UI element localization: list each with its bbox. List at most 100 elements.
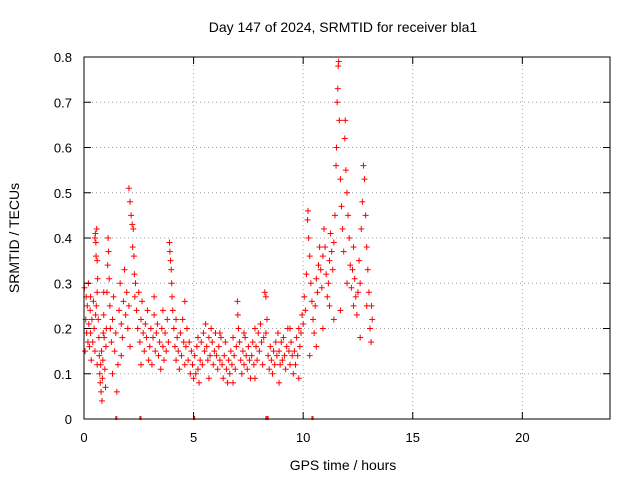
data-point (111, 348, 118, 355)
data-point (299, 311, 306, 318)
y-tick-label: 0.7 (54, 95, 72, 110)
data-point (99, 375, 106, 382)
data-point (194, 334, 201, 341)
data-point (236, 339, 243, 346)
data-point (256, 348, 263, 355)
data-point (174, 334, 181, 341)
data-point (325, 280, 332, 287)
data-point (367, 325, 374, 332)
data-point (164, 316, 171, 323)
data-point (94, 275, 101, 282)
data-point (181, 361, 188, 368)
data-point (242, 334, 249, 341)
data-point (293, 334, 300, 341)
data-point (109, 316, 116, 323)
data-point (322, 244, 329, 251)
data-point (95, 316, 102, 323)
data-point (102, 384, 109, 391)
data-point (350, 244, 357, 251)
data-point (173, 316, 180, 323)
data-point (91, 348, 98, 355)
data-point (338, 203, 345, 210)
data-point (124, 325, 131, 332)
data-point (105, 248, 112, 255)
data-point (358, 225, 365, 232)
data-point (93, 302, 100, 309)
data-point (356, 257, 363, 264)
data-point (190, 375, 197, 382)
grid-lines (84, 57, 610, 419)
data-point (239, 348, 246, 355)
data-point (234, 298, 241, 305)
x-tick-label: 15 (406, 430, 420, 445)
data-point (188, 348, 195, 355)
data-point (120, 298, 127, 305)
data-point (179, 316, 186, 323)
data-point (235, 325, 242, 332)
data-point (335, 58, 342, 65)
data-point (328, 248, 335, 255)
data-point (119, 334, 126, 341)
data-point (266, 366, 273, 373)
data-point (87, 293, 94, 300)
data-point (84, 302, 91, 309)
data-point (166, 239, 173, 246)
data-point (368, 339, 375, 346)
data-point (224, 379, 231, 386)
data-point (351, 275, 358, 282)
data-point (369, 316, 376, 323)
data-point (258, 339, 265, 346)
data-point (313, 275, 320, 282)
data-point (357, 334, 364, 341)
data-point (290, 370, 297, 377)
data-point (233, 343, 240, 350)
data-point (301, 293, 308, 300)
data-point (274, 330, 281, 337)
data-point (267, 343, 274, 350)
data-point (145, 357, 152, 364)
data-point (312, 302, 319, 309)
data-point (130, 225, 137, 232)
data-point (125, 302, 132, 309)
data-point (166, 248, 173, 255)
data-point (339, 225, 346, 232)
data-point (342, 167, 349, 174)
data-point (324, 293, 331, 300)
data-point (203, 343, 210, 350)
data-point (131, 271, 138, 278)
data-point (278, 339, 285, 346)
x-tick-label: 0 (80, 430, 87, 445)
data-point (153, 330, 160, 337)
data-point (127, 198, 134, 205)
data-point (176, 366, 183, 373)
data-point (223, 366, 230, 373)
data-point (82, 348, 89, 355)
data-point (304, 216, 311, 223)
data-point (261, 289, 268, 296)
data-point (230, 334, 237, 341)
data-point (87, 307, 94, 314)
data-point (151, 293, 158, 300)
data-point (340, 248, 347, 255)
data-point (136, 339, 143, 346)
data-point (180, 339, 187, 346)
data-point (280, 334, 287, 341)
y-tick-label: 0.1 (54, 367, 72, 382)
data-point (92, 311, 99, 318)
data-point (88, 357, 95, 364)
data-point (231, 352, 238, 359)
data-point (273, 352, 280, 359)
data-point (148, 361, 155, 368)
data-point (334, 85, 341, 92)
data-point (94, 361, 101, 368)
data-point (245, 343, 252, 350)
data-point (329, 266, 336, 273)
data-point (94, 257, 101, 264)
data-point (155, 352, 162, 359)
data-point (362, 212, 369, 219)
data-point (227, 348, 234, 355)
data-point (169, 307, 176, 314)
data-point (285, 348, 292, 355)
data-point (196, 379, 203, 386)
data-point (197, 357, 204, 364)
